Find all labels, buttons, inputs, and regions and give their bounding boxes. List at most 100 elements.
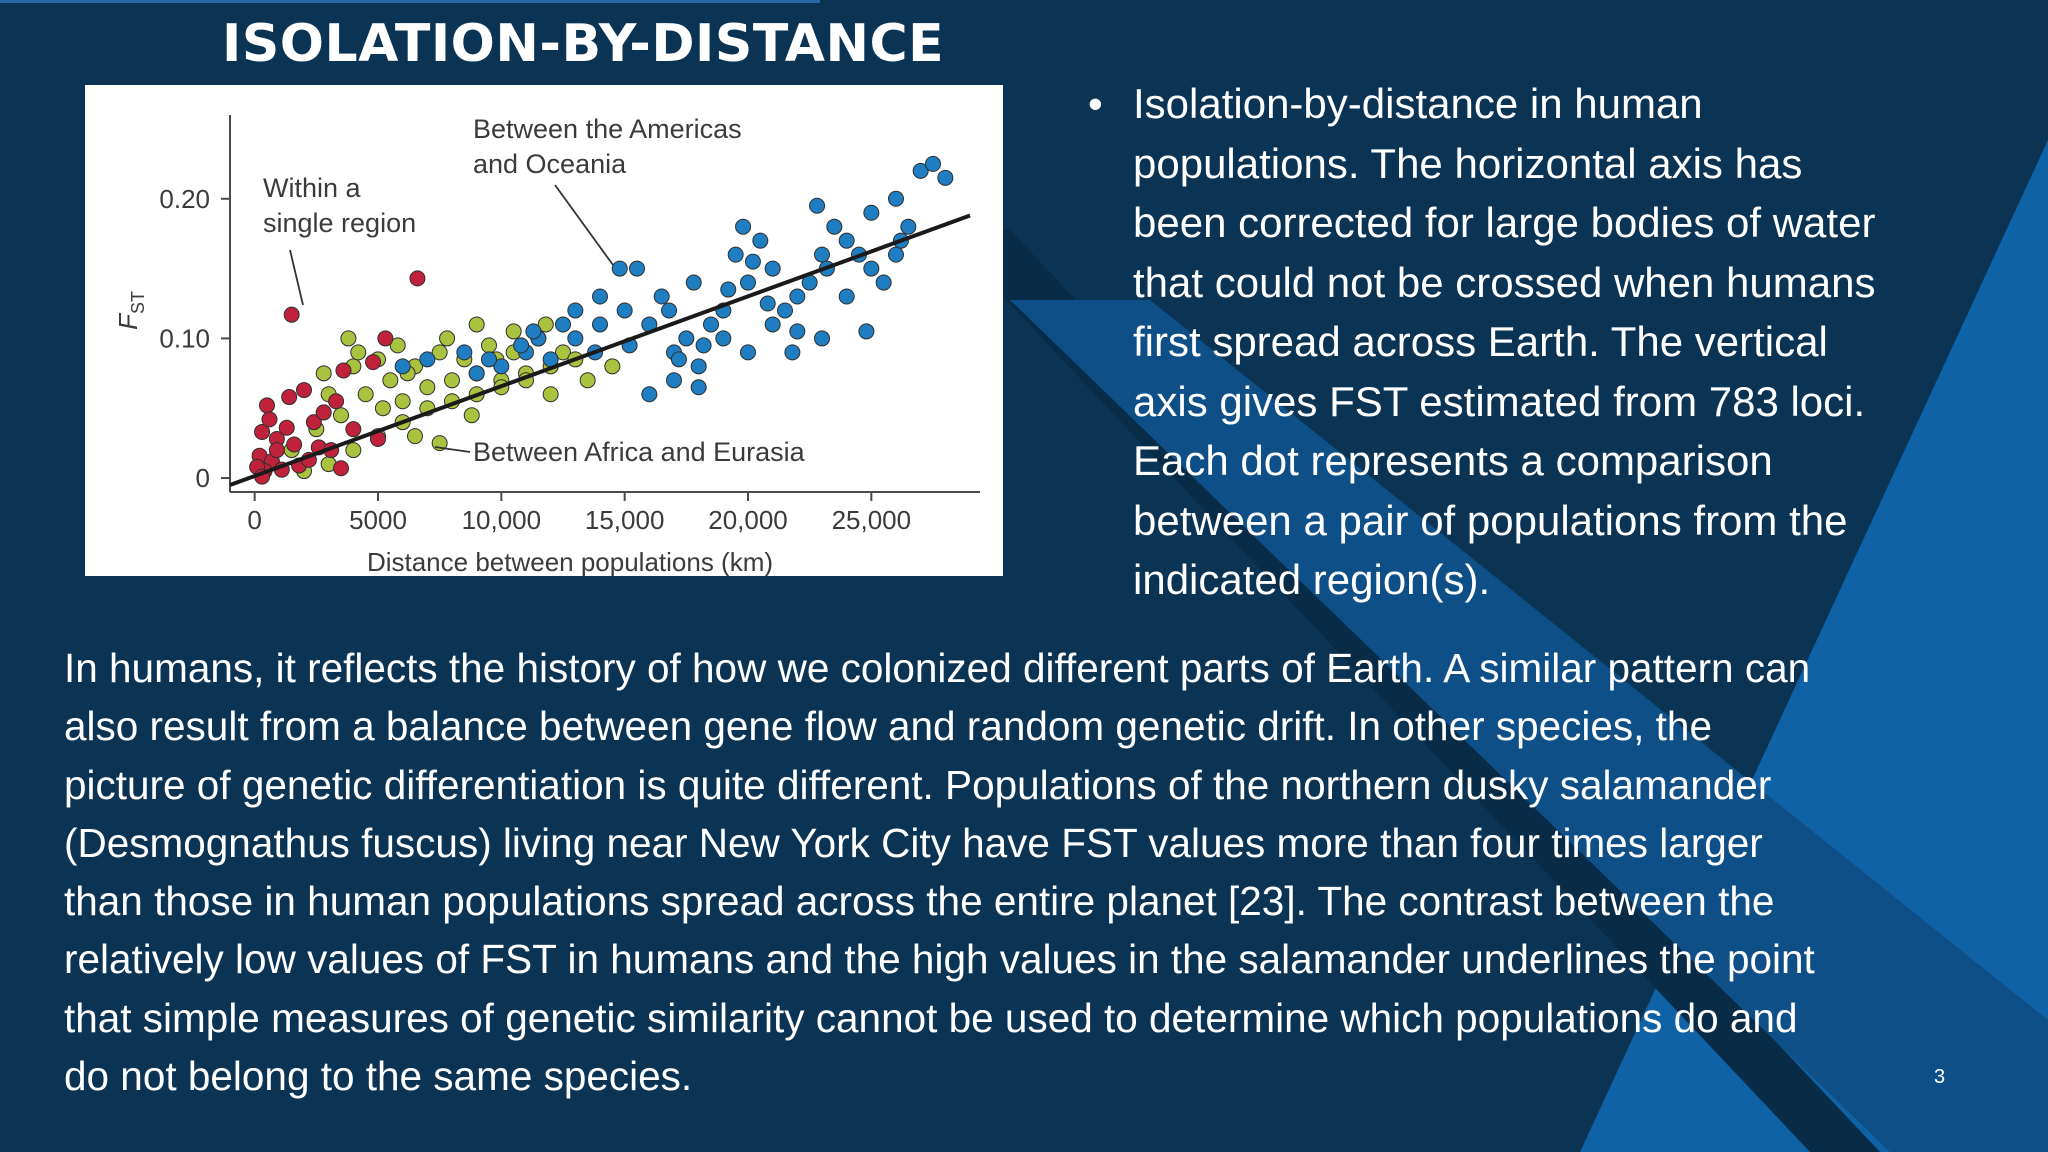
x-tick-label: 15,000 [585, 505, 665, 535]
data-point [863, 260, 880, 277]
data-point [261, 411, 278, 428]
data-point [759, 295, 776, 312]
data-point [826, 218, 843, 235]
data-point [592, 288, 608, 305]
data-point [315, 404, 332, 421]
annotation-within: Within a single region [263, 173, 416, 306]
data-point [394, 358, 411, 375]
data-point [937, 169, 954, 186]
data-point [784, 344, 801, 361]
data-point [419, 351, 436, 368]
data-point [328, 393, 345, 410]
data-point [468, 365, 485, 382]
data-point [254, 423, 271, 440]
data-point [345, 442, 362, 459]
background-band-dark [940, 230, 1880, 1152]
bullet-line: indicated region(s). [1133, 556, 1491, 603]
data-point [513, 337, 530, 354]
data-point [809, 197, 826, 214]
bullet-line: that could not be crossed when humans [1133, 258, 1876, 306]
data-point [357, 386, 374, 403]
paragraph-line: picture of genetic differentiation is qu… [64, 761, 1772, 808]
paragraph-line: that simple measures of genetic similari… [64, 994, 1798, 1041]
data-point [838, 288, 855, 305]
data-point [863, 204, 880, 221]
data-point [468, 316, 485, 333]
data-point [900, 218, 917, 235]
data-point [653, 288, 670, 305]
data-point [567, 302, 584, 319]
data-point [407, 428, 423, 445]
data-point [888, 246, 904, 263]
data-point [604, 358, 621, 375]
data-point [814, 246, 830, 263]
data-point [365, 354, 382, 371]
data-point [789, 288, 806, 305]
data-point [814, 330, 830, 347]
page-number: 3 [1934, 1066, 1946, 1088]
y-tick-label: 0 [196, 463, 210, 493]
data-point [377, 330, 394, 347]
data-point [283, 306, 300, 323]
bullet-line: been corrected for large bodies of water [1133, 199, 1876, 246]
data-point [296, 382, 312, 399]
data-point [740, 274, 756, 291]
annotation-text: Within a [263, 173, 362, 203]
paragraph-line: relatively low values of FST in humans a… [64, 936, 1815, 983]
data-point [555, 316, 571, 333]
data-point [925, 155, 941, 172]
data-point [350, 344, 367, 361]
data-point [858, 323, 875, 340]
data-point [789, 323, 806, 340]
data-point [703, 316, 719, 333]
data-point [537, 316, 554, 333]
data-point [690, 379, 707, 396]
x-tick-label: 10,000 [462, 505, 542, 535]
top-accent-line [0, 0, 820, 3]
data-point [720, 281, 737, 298]
data-point [752, 232, 769, 249]
annotation-leader [289, 249, 304, 306]
data-point [838, 232, 855, 249]
annotation-text: and Oceania [473, 149, 627, 179]
data-point [259, 397, 275, 414]
data-point [374, 400, 391, 417]
data-point [542, 386, 559, 403]
body-paragraph: In humans, it reflects the history of ho… [64, 639, 2024, 1105]
data-point [431, 344, 448, 361]
annotation-leader [554, 184, 614, 266]
y-tick-label: 0.20 [159, 184, 210, 214]
data-point [281, 389, 298, 406]
slide-title: ISOLATION-BY-DISTANCE [222, 14, 945, 74]
data-point [735, 218, 752, 235]
annotation-africa: Between Africa and Eurasia [434, 437, 806, 467]
data-point [340, 330, 357, 347]
data-point [555, 344, 571, 361]
y-axis-label-subscript: ST [128, 291, 148, 314]
data-point [740, 344, 756, 361]
data-point [567, 330, 584, 347]
data-point [268, 442, 285, 459]
y-axis-label: FST [113, 291, 148, 330]
data-point [382, 372, 399, 389]
data-point [335, 362, 352, 379]
data-point [616, 302, 633, 319]
data-point [444, 372, 460, 389]
data-point [394, 393, 411, 410]
bullet-line: axis gives FST estimated from 783 loci. [1133, 377, 1866, 425]
bullet-line: populations. The horizontal axis has [1133, 139, 1803, 187]
data-point [505, 323, 522, 340]
data-point [764, 260, 781, 277]
data-point [875, 274, 892, 291]
data-point [525, 323, 542, 340]
data-point [409, 270, 426, 287]
data-point [690, 358, 707, 375]
x-tick-label: 20,000 [708, 505, 788, 535]
data-point [463, 407, 480, 424]
y-tick-label: 0.10 [159, 323, 210, 353]
annotation-text: single region [263, 208, 416, 238]
bullet-line: first spread across Earth. The vertical [1133, 318, 1828, 365]
data-point [777, 302, 793, 319]
